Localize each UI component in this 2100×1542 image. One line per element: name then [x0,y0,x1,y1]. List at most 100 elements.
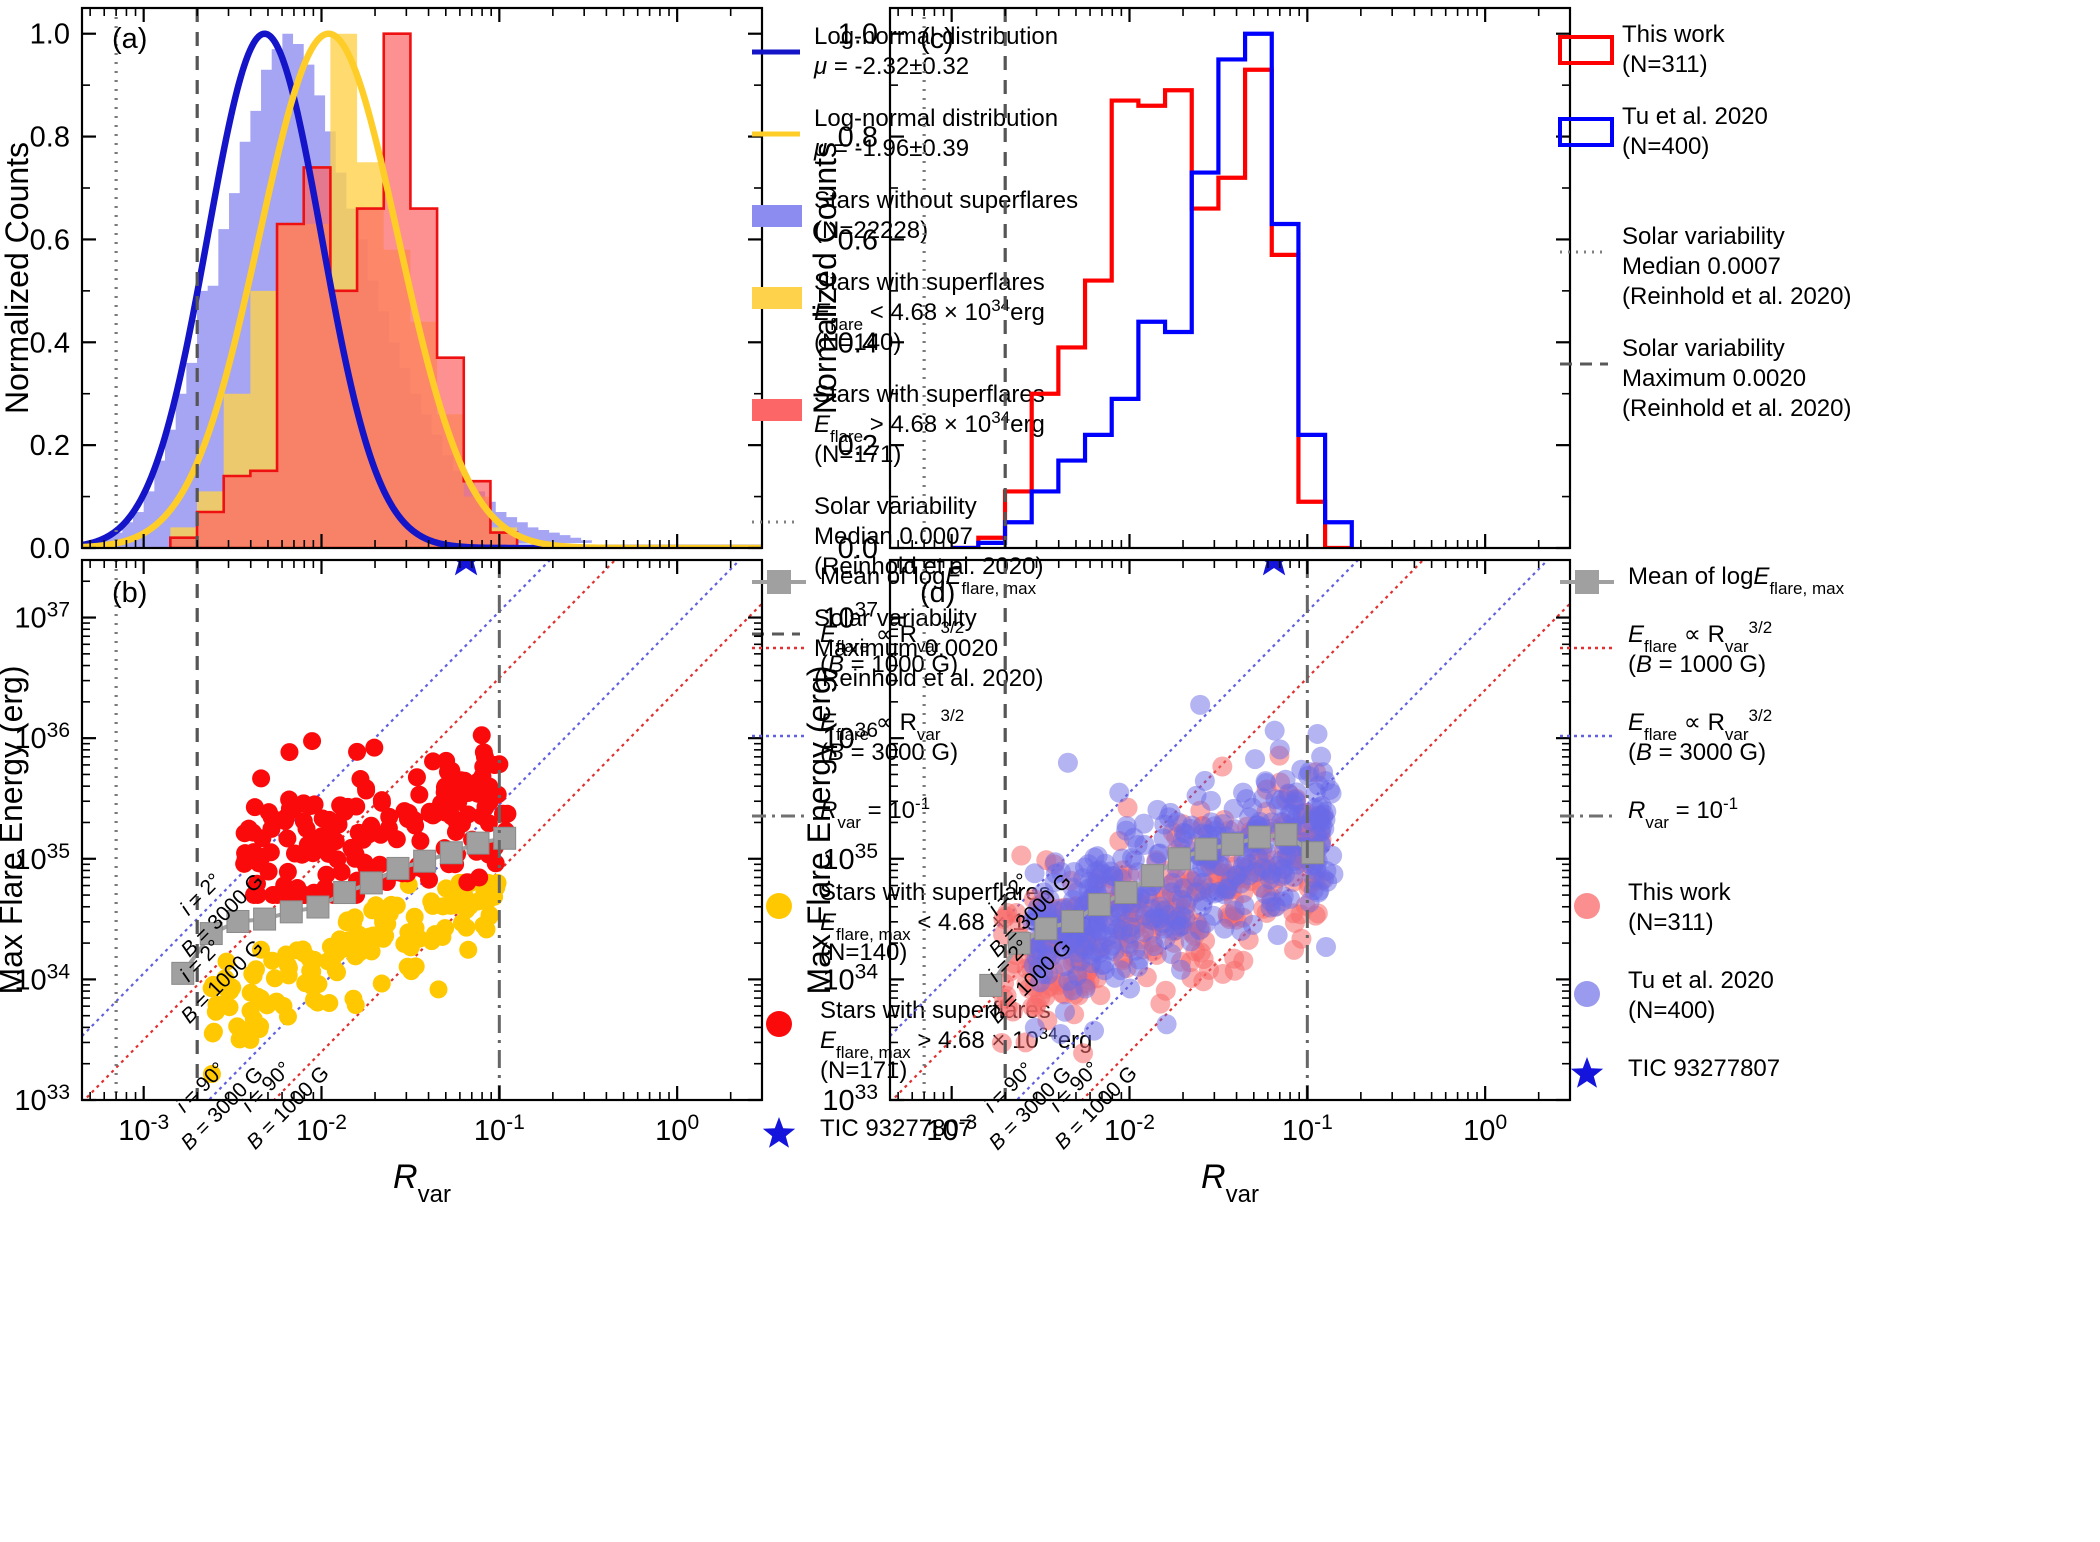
lognormal-curve [82,30,762,548]
data-point-low-energy [217,952,236,971]
data-point-tu-2020 [1024,1017,1045,1038]
data-point-high-energy [420,870,439,889]
data-point-high-energy [292,845,311,864]
y-tick-label: 0.0 [838,533,878,565]
data-point-tu-2020 [1074,857,1095,878]
mean-trend-marker [1194,837,1218,861]
data-point-low-energy [263,951,282,970]
data-point-low-energy [207,995,226,1014]
x-axis-label: Rvar [1201,1158,1259,1208]
data-point-low-energy [338,911,357,930]
legend-item-d-0 [1560,570,1614,594]
step-histogram [951,31,1354,548]
data-point-low-energy [308,993,327,1012]
data-point-high-energy [294,812,313,831]
legend-text: Rvar = 10-1 [1628,794,1738,832]
data-point-tu-2020 [1054,1001,1075,1022]
data-point-tu-2020 [1094,960,1115,981]
legend-text: Tu et al. 2020 [1622,103,1768,130]
data-point-tu-2020 [1231,920,1252,941]
legend-item-b-0 [752,570,806,594]
data-point-tu-2020 [1245,749,1266,770]
legend-text: Eflare > 4.68 × 1034erg [814,408,1045,446]
data-point-high-energy [437,751,456,770]
panel-a-plot [82,30,762,548]
panel-a-id: (a) [112,23,147,55]
data-point-tu-2020 [1133,813,1154,834]
data-point-high-energy [318,833,337,852]
data-point-tu-2020 [1166,910,1187,931]
data-point-high-energy [472,726,491,745]
panel-c-plot [951,31,1354,548]
data-point-tu-2020 [1315,771,1336,792]
data-point-low-energy [244,966,263,985]
legend-text: Mean of logEflare, max [1628,563,1845,598]
data-point-tu-2020 [1275,769,1296,790]
legend-text: Median 0.0007 [1622,253,1781,280]
data-point-tu-2020 [1101,915,1122,936]
legend-text: Stars with superflares [814,381,1045,408]
legend-item-b-6 [762,1117,796,1148]
data-point-high-energy [348,742,367,761]
data-point-tu-2020 [1194,770,1215,791]
legend-item-b-5 [766,1011,792,1037]
y-tick-label: 0.0 [30,533,70,565]
data-point-tu-2020 [1192,872,1213,893]
data-point-low-energy [203,1024,222,1043]
mean-trend-marker [1141,864,1165,888]
data-point-tu-2020 [1101,935,1122,956]
y-tick-label: 0.8 [30,122,70,154]
mean-trend-marker [386,856,410,880]
x-axis-label: Rvar [393,1158,451,1208]
data-point-high-energy [303,732,322,751]
data-point-low-energy [279,966,298,985]
data-point-high-energy [252,769,271,788]
mean-trend-marker [1247,825,1271,849]
data-point-low-energy [382,895,401,914]
data-point-high-energy [317,865,336,884]
mean-trend-marker [199,922,223,946]
data-point-tu-2020 [1211,856,1232,877]
y-axis-label-counts: Normalized Counts [0,142,35,414]
data-point-low-energy [346,996,365,1015]
mean-trend-marker [226,909,250,933]
data-point-high-energy [407,768,426,787]
legend-item-d-5 [1574,981,1600,1007]
legend-text: Eflare ∝ Rvar3/2 [1628,618,1772,656]
legend-text: (N=311) [1628,909,1714,936]
panel-d-frame [888,558,1572,1102]
legend-text: (N=140) [814,329,901,356]
y-tick-label: 0.6 [838,224,878,256]
data-point-tu-2020 [1120,978,1141,999]
legend-text: (N=311) [1622,51,1708,78]
data-point-tu-2020 [1252,788,1273,809]
data-point-tu-2020 [1109,782,1130,803]
data-point-high-energy [490,755,509,774]
data-point-low-energy [278,1007,297,1026]
legend-star-swatch [762,1117,796,1148]
x-tick-label: 100 [1463,1111,1507,1148]
legend-text: (N=400) [1622,133,1709,160]
legend-text: Rvar = 10-1 [820,794,930,832]
panel-b-id: (b) [112,577,147,609]
legend-text: Eflare ∝ Rvar3/2 [820,618,964,656]
data-point-high-energy [245,798,264,817]
legend-text: Eflare ∝ Rvar3/2 [820,706,964,744]
legend-item-c-1 [1558,117,1614,147]
legend-text: (N=171) [820,1057,907,1084]
legend-patch-swatch [752,205,802,227]
y-tick-label: 1036 [822,719,878,756]
data-point-tu-2020 [1172,829,1193,850]
data-point-tu-2020 [1223,798,1244,819]
data-point-high-energy [472,807,491,826]
data-point-tu-2020 [1156,1014,1177,1035]
panel-c-id: (c) [920,23,954,55]
y-axis-label-energy: Max Flare Energy (erg) [801,666,837,995]
data-point-tu-2020 [1264,720,1285,741]
legend-text: Eflare < 4.68 × 1034erg [814,296,1045,334]
data-point-this-work [1233,950,1254,971]
mean-trend-marker [413,849,437,873]
data-point-tu-2020 [1075,978,1096,999]
y-tick-label: 0.2 [838,430,878,462]
legend-text: μ = -1.96±0.39 [813,135,969,162]
